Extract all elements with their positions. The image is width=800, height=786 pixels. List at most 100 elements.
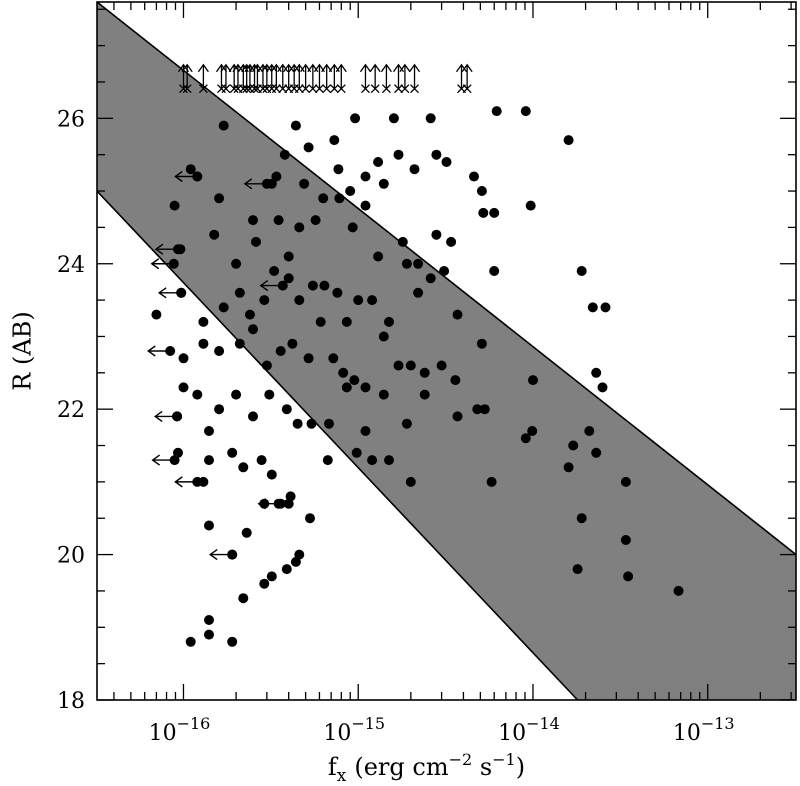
y-tick-label: 18 [57, 689, 85, 714]
data-point [452, 411, 463, 422]
magnitude-lower-limit [359, 63, 371, 94]
data-point [234, 287, 245, 298]
data-point [218, 302, 229, 313]
data-point [259, 295, 270, 306]
data-point [360, 426, 371, 436]
y-axis-title: R (AB) [9, 311, 37, 390]
x-tick-exponent: −14 [526, 714, 560, 733]
data-point [425, 273, 436, 284]
data-point [597, 382, 608, 393]
x-tick-label: 10−13 [673, 714, 735, 746]
up-arrow [215, 63, 228, 89]
data-point [238, 593, 249, 604]
data-point [563, 462, 574, 473]
left-arrow [154, 243, 178, 255]
band-lower-line [96, 190, 579, 701]
data-point [600, 302, 611, 313]
data-point [178, 382, 189, 393]
band-upper-edge [96, 1, 797, 701]
data-point [214, 193, 225, 204]
data-point [303, 142, 314, 153]
left-arrow [243, 178, 267, 190]
data-point [333, 164, 344, 175]
up-arrow [321, 63, 333, 89]
left-arrow [257, 498, 281, 510]
data-point [360, 382, 371, 393]
data-point [620, 535, 631, 545]
x-title-exp2: −1 [492, 750, 516, 769]
x-tick-label: 10−15 [323, 714, 385, 746]
data-point [256, 455, 267, 466]
data-point [334, 193, 345, 204]
magnitude-lower-limit [181, 63, 193, 94]
x-title-exp1: −2 [449, 750, 473, 769]
data-point [478, 207, 489, 218]
y-tick-label: 24 [57, 253, 85, 278]
data-point [351, 447, 362, 458]
data-point [576, 513, 587, 524]
limit-point [277, 280, 288, 291]
magnitude-lower-limit [335, 63, 347, 94]
data-point [384, 316, 394, 327]
data-point [620, 476, 631, 487]
data-point [329, 135, 340, 146]
up-arrow [266, 63, 278, 89]
data-point [413, 287, 424, 298]
data-point [563, 135, 574, 146]
frame-rect [96, 1, 797, 701]
x-tick-base: 10 [673, 721, 701, 746]
data-point [450, 375, 461, 386]
data-point [310, 215, 321, 226]
data-point [584, 426, 595, 436]
data-point [452, 309, 463, 320]
data-point [520, 106, 531, 117]
x-tick-exponent: −16 [177, 714, 211, 733]
limit-point [173, 244, 183, 255]
data-point [341, 382, 352, 393]
data-point [261, 360, 272, 371]
data-point [397, 236, 408, 247]
data-point [324, 418, 334, 429]
flux-upper-limit [208, 549, 238, 561]
data-point [283, 273, 294, 284]
data-point [275, 346, 286, 356]
left-arrow [147, 345, 171, 357]
y-tick-label: 26 [57, 107, 85, 132]
data-point [388, 113, 399, 124]
data-point [283, 498, 294, 509]
left-arrow [157, 287, 182, 299]
up-arrow [369, 63, 381, 89]
data-point [341, 316, 352, 327]
x-title-mid: s [472, 753, 492, 781]
data-point [476, 186, 487, 196]
data-point [294, 295, 305, 306]
up-arrow [261, 63, 273, 89]
flux-upper-limit [174, 170, 203, 183]
data-point [231, 258, 242, 269]
data-point [283, 251, 294, 262]
data-point [306, 418, 317, 429]
up-arrow [244, 63, 256, 89]
data-point [384, 455, 394, 466]
up-arrow [335, 63, 347, 89]
flux-upper-limit [150, 258, 179, 270]
x-axis-title: fx (erg cm−2 s−1) [328, 750, 525, 786]
data-point [271, 171, 282, 182]
data-point [587, 302, 598, 313]
magnitude-lower-limit [288, 63, 300, 94]
flux-upper-limit [257, 498, 286, 510]
x-title-sub: x [337, 766, 347, 786]
data-point [238, 462, 249, 473]
up-arrow [409, 63, 421, 89]
flux-upper-limit [153, 410, 183, 423]
data-point [185, 636, 196, 647]
data-point [214, 404, 225, 415]
data-point [486, 476, 497, 487]
magnitude-lower-limit [321, 63, 333, 94]
data-point [439, 266, 450, 276]
data-point [259, 578, 270, 589]
up-arrow [399, 63, 411, 89]
x-tick-label: 10−16 [149, 714, 211, 746]
data-point [419, 367, 430, 378]
